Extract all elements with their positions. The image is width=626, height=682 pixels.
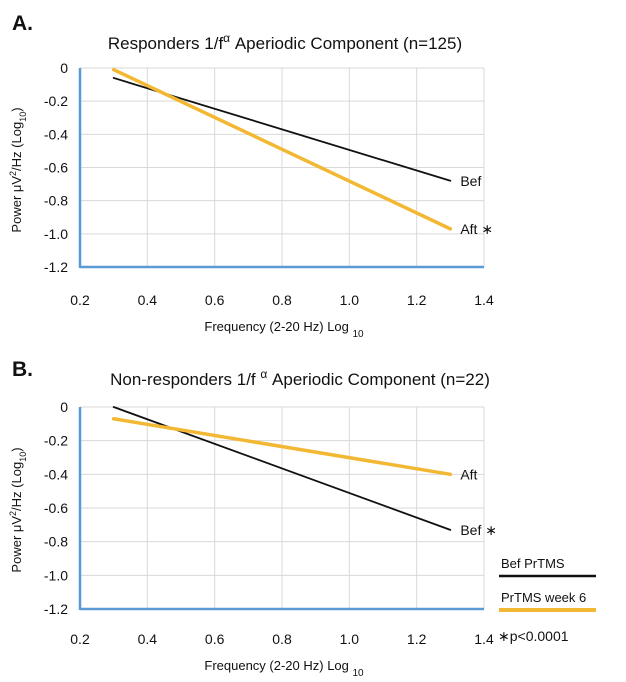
y-axis-label: Power μV2/Hz (Log10) [8,107,28,232]
x-tick-label: 1.2 [407,631,427,647]
y-tick-label: -0.6 [44,500,68,516]
x-tick-label: 1.0 [340,631,360,647]
x-tick-label: 1.2 [407,292,427,308]
y-tick-label: -0.8 [44,193,68,209]
x-axis-label: Frequency (2-20 Hz) Log 10 [204,319,364,340]
legend: Bef PrTMS PrTMS week 6 [499,556,596,612]
x-tick-label: 0.8 [272,292,292,308]
x-axis-label: Frequency (2-20 Hz) Log 10 [204,658,364,679]
y-tick-label: -0.6 [44,160,68,176]
y-tick-label: -1.2 [44,259,68,275]
y-tick-label: -1.0 [44,567,68,583]
series-end-label-aft: Aft [460,466,477,482]
panel-letter: B. [12,358,33,381]
chart-title-tail: Aperiodic Component (n=125) [230,34,462,53]
chart-title-sup: α [223,31,230,45]
chart-title-tail: Aperiodic Component (n=22) [267,370,490,389]
chart-title-main: Non-responders 1/f [110,370,260,389]
chart-panel-b: B. Non-responders 1/f α Aperiodic Compone… [8,358,497,679]
y-tick-label: 0 [60,399,68,415]
series-line-aft [111,67,453,231]
x-axis-label-main: Frequency (2-20 Hz) Log [204,658,352,673]
x-tick-label: 1.4 [474,292,494,308]
legend-label: Bef PrTMS [501,556,565,571]
y-tick-label: -0.8 [44,534,68,550]
x-tick-label: 0.6 [205,292,225,308]
x-axis-label-main: Frequency (2-20 Hz) Log [204,319,352,334]
chart-panel-a: A. Responders 1/fα Aperiodic Component (n… [8,12,494,340]
significance-footnote: ∗p<0.0001 [498,628,569,644]
y-tick-label: -0.4 [44,126,68,142]
x-tick-label: 0.2 [70,631,90,647]
y-tick-label: -1.0 [44,226,68,242]
y-axis-label: Power μV2/Hz (Log10) [8,447,28,572]
y-tick-label: 0 [60,60,68,76]
chart-title: Responders 1/fα Aperiodic Component (n=1… [108,31,462,53]
y-tick-label: -1.2 [44,601,68,617]
x-tick-label: 0.8 [272,631,292,647]
x-axis-label-sub: 10 [353,668,365,679]
legend-label: PrTMS week 6 [501,590,586,605]
x-tick-label: 0.4 [138,292,158,308]
series-line-aft [111,417,453,477]
y-tick-label: -0.4 [44,466,68,482]
y-tick-label: -0.2 [44,93,68,109]
x-tick-label: 1.0 [340,292,360,308]
chart-title-main: Responders 1/f [108,34,224,53]
x-tick-label: 0.6 [205,631,225,647]
series-end-label-bef: Bef ∗ [460,522,497,538]
x-tick-label: 1.4 [474,631,494,647]
panel-letter: A. [12,12,33,35]
chart-title-sup: α [260,367,267,381]
x-tick-label: 0.4 [138,631,158,647]
chart-title: Non-responders 1/f α Aperiodic Component… [110,367,490,389]
series-end-label-aft: Aft ∗ [460,221,493,237]
x-tick-label: 0.2 [70,292,90,308]
x-axis-label-sub: 10 [353,329,365,340]
series-end-label-bef: Bef [460,173,481,189]
y-tick-label: -0.2 [44,433,68,449]
